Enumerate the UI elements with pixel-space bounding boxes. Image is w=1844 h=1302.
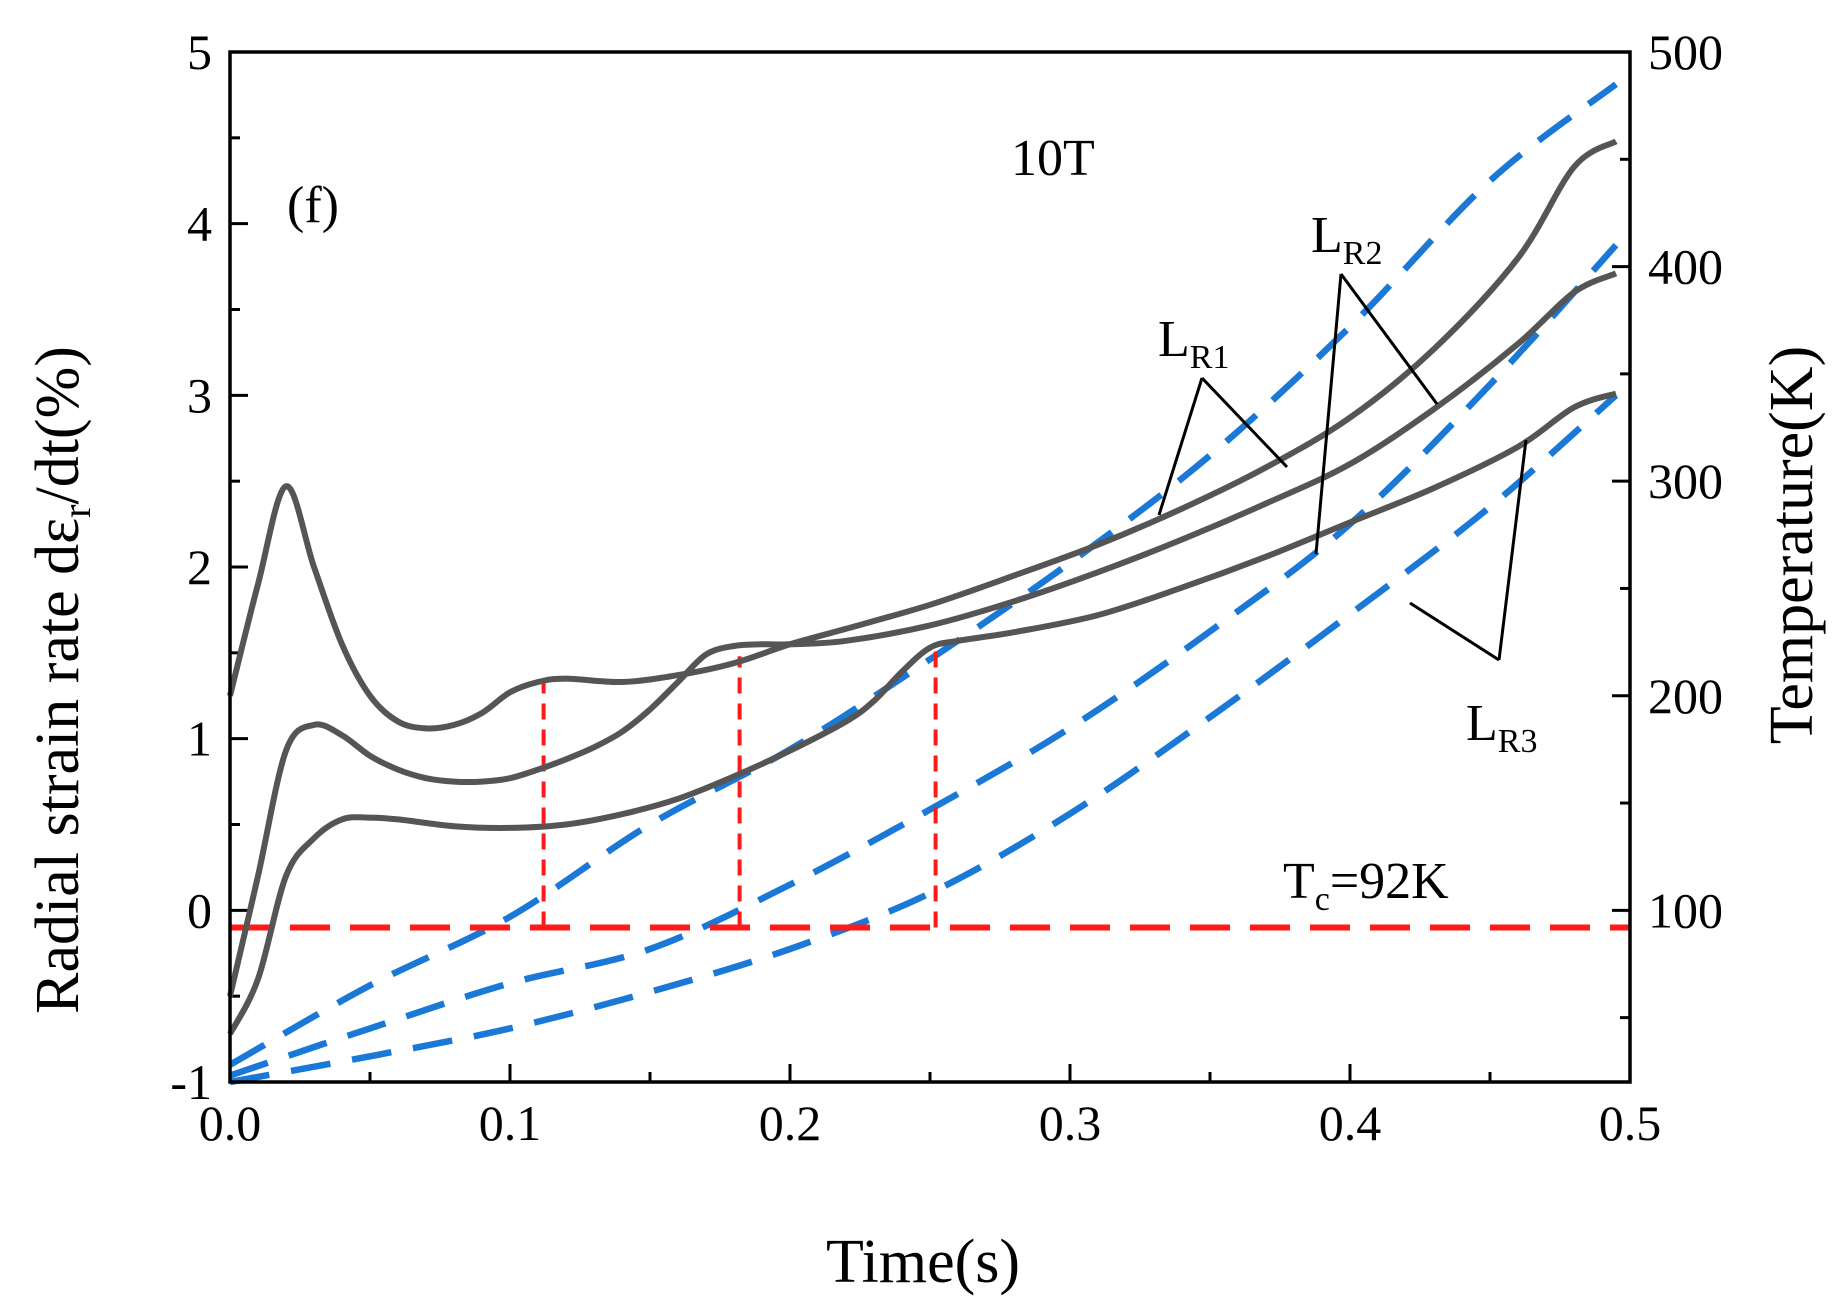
strain-series (227, 138, 1618, 1036)
temperature-line-3 (229, 392, 1619, 1086)
temperature-series (228, 81, 1619, 1086)
strain-line-2 (227, 270, 1618, 997)
strain-line-3 (227, 390, 1617, 1036)
y-right-axis-title: Temperature(K) (1758, 346, 1826, 744)
leader-lines (1157, 273, 1528, 662)
y-left-tick-label: 1 (187, 711, 212, 767)
x-tick-label: 0.4 (1319, 1095, 1382, 1151)
leader-line-6 (1497, 439, 1528, 661)
plot-frame (228, 50, 1632, 1084)
y-right-tick-label: 500 (1648, 24, 1723, 80)
temperature-line-1 (228, 81, 1618, 1068)
y-left-axis-title: Radial strain rate dεr/dt(%) (24, 346, 99, 1014)
label-lr1: LR1 (1158, 311, 1229, 376)
tc-label: Tc=92K (1283, 853, 1449, 918)
temperature-line-2 (228, 242, 1619, 1079)
leader-line-1 (1157, 377, 1204, 516)
x-tick-label: 0.5 (1599, 1095, 1662, 1151)
panel-label: (f) (287, 177, 339, 234)
label-lr3: LR3 (1466, 695, 1537, 760)
y-right-tick-label: 400 (1648, 239, 1723, 295)
vertical-markers (230, 644, 1630, 931)
leader-line-3 (1314, 273, 1343, 555)
chart-title: 10T (1011, 130, 1095, 187)
x-tick-label: 0.2 (759, 1095, 822, 1151)
leader-line-4 (1339, 273, 1439, 405)
label-lr2: LR2 (1311, 207, 1382, 272)
tick-labels: 0.0 0.1 0.2 0.3 0.4 0.5 -1 0 1 2 3 4 5 100 200 300 400 50… (170, 24, 1723, 1151)
x-tick-label: 0.1 (479, 1095, 542, 1151)
y-right-tick-label: 300 (1648, 453, 1723, 509)
y-right-tick-label: 100 (1648, 882, 1723, 938)
x-axis-title: Time(s) (826, 1228, 1020, 1296)
y-left-tick-label: 5 (187, 24, 212, 80)
y-left-tick-label: -1 (170, 1054, 212, 1110)
x-tick-label: 0.0 (199, 1095, 262, 1151)
strain-line-1 (227, 138, 1618, 732)
y-left-tick-label: 2 (187, 539, 212, 595)
leader-line-2 (1200, 376, 1289, 469)
x-tick-label: 0.3 (1039, 1095, 1102, 1151)
y-left-tick-label: 3 (187, 367, 212, 423)
y-left-tick-label: 0 (187, 882, 212, 938)
y-right-tick-label: 200 (1648, 668, 1723, 724)
leader-line-5 (1409, 601, 1500, 662)
y-left-tick-label: 4 (187, 196, 212, 252)
